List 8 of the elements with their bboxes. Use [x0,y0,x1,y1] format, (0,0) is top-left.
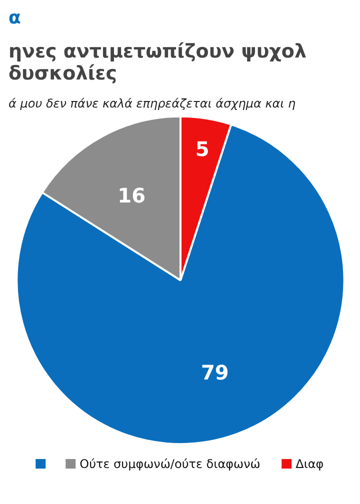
data-label: 16 [118,184,146,208]
text: α [8,8,21,28]
data-label: 5 [195,137,210,162]
chart-title: ηνες αντιμετωπίζουν ψυχολ δυσκολίες [8,40,306,84]
legend-label: Διαφ [296,456,324,471]
legend-label: Ούτε συμφωνώ/ούτε διαφωνώ [80,456,260,471]
chart-subtitle: ά μου δεν πάνε καλά επηρεάζεται άσχημα και η [8,96,296,110]
data-label: 79 [200,360,229,384]
